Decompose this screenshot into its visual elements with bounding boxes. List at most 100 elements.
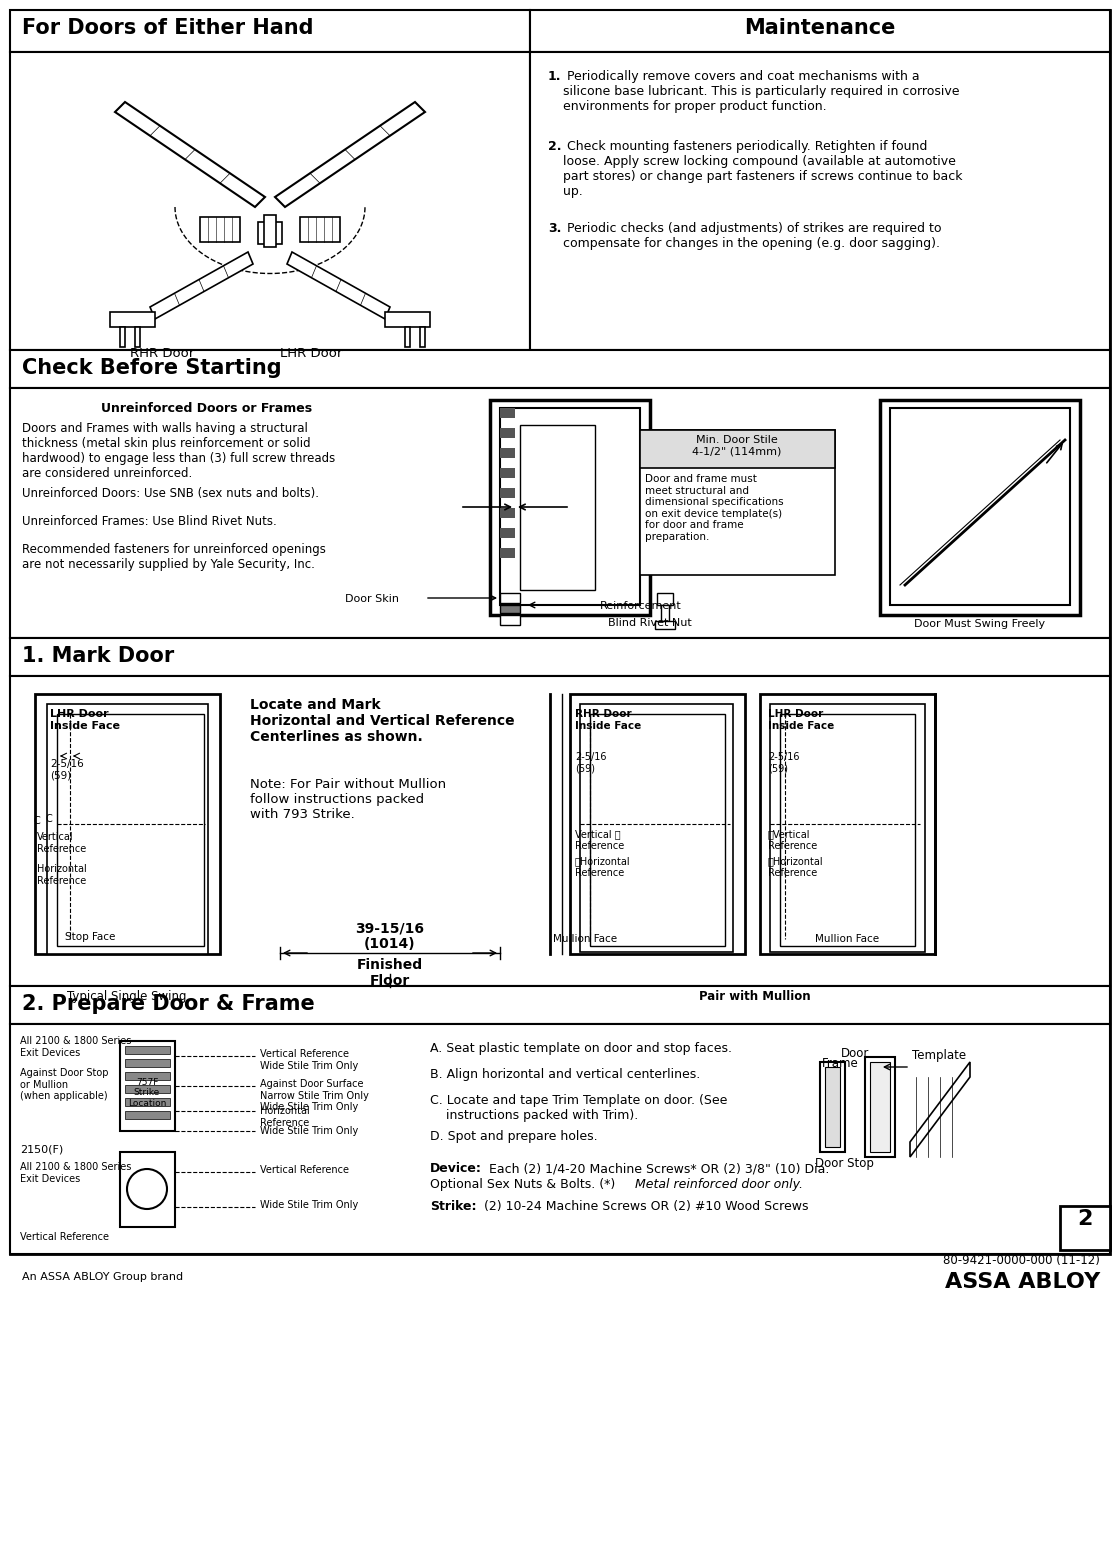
Text: Frame: Frame: [822, 1057, 859, 1069]
Text: Check Before Starting: Check Before Starting: [22, 359, 281, 379]
Text: C: C: [45, 813, 52, 824]
Bar: [10, 986, 1110, 1024]
Text: Vertical Reference
Wide Stile Trim Only: Vertical Reference Wide Stile Trim Only: [260, 1049, 358, 1071]
Polygon shape: [909, 1062, 970, 1156]
Text: C: C: [32, 816, 39, 826]
Bar: [10, 388, 1110, 638]
Bar: [125, 1111, 170, 1119]
Text: Vertical Reference: Vertical Reference: [260, 1166, 349, 1175]
Text: Wide Stile Trim Only: Wide Stile Trim Only: [260, 1200, 358, 1211]
Bar: [661, 605, 669, 621]
Text: 2: 2: [1077, 1209, 1093, 1229]
Bar: [865, 1057, 895, 1156]
Bar: [780, 714, 915, 947]
Bar: [760, 694, 935, 954]
Bar: [385, 312, 430, 327]
Polygon shape: [500, 469, 515, 478]
Text: ␒Vertical
Reference: ␒Vertical Reference: [768, 829, 818, 850]
Text: Optional Sex Nuts & Bolts. (*): Optional Sex Nuts & Bolts. (*): [430, 1178, 619, 1190]
Text: Vertical
Reference: Vertical Reference: [37, 832, 86, 854]
Bar: [125, 1058, 170, 1068]
Text: Mullion Face: Mullion Face: [815, 934, 879, 944]
Bar: [125, 1046, 170, 1054]
Text: Typical Single Swing: Typical Single Swing: [67, 990, 187, 1003]
Bar: [10, 351, 1110, 388]
Text: Pair with Mullion: Pair with Mullion: [699, 990, 811, 1003]
Bar: [640, 430, 836, 469]
Bar: [264, 216, 276, 247]
Bar: [500, 615, 520, 625]
Bar: [120, 327, 125, 348]
Text: Unreinforced Doors or Frames: Unreinforced Doors or Frames: [102, 402, 312, 414]
Bar: [10, 9, 530, 53]
Bar: [120, 1041, 175, 1131]
Bar: [120, 1152, 175, 1228]
Text: 2-5/16
(59): 2-5/16 (59): [575, 753, 607, 773]
Text: Recommended fasteners for unreinforced openings
are not necessarily supplied by : Recommended fasteners for unreinforced o…: [22, 543, 326, 571]
Text: Door Skin: Door Skin: [345, 594, 399, 604]
Polygon shape: [200, 217, 240, 242]
Bar: [420, 327, 424, 348]
Text: Locate and Mark
Horizontal and Vertical Reference
Centerlines as shown.: Locate and Mark Horizontal and Vertical …: [250, 698, 514, 745]
Text: All 2100 & 1800 Series
Exit Devices: All 2100 & 1800 Series Exit Devices: [20, 1037, 131, 1057]
Bar: [258, 222, 282, 244]
Text: Template: Template: [912, 1049, 967, 1062]
Text: Door Stop: Door Stop: [815, 1156, 874, 1170]
Text: 80-9421-0000-000 (11-12): 80-9421-0000-000 (11-12): [943, 1254, 1100, 1266]
Bar: [491, 400, 650, 615]
Text: Min. Door Stile
4-1/2" (114mm): Min. Door Stile 4-1/2" (114mm): [692, 435, 782, 456]
Text: Against Door Stop
or Mullion
(when applicable): Against Door Stop or Mullion (when appli…: [20, 1068, 109, 1102]
Text: 1.: 1.: [548, 70, 561, 82]
Bar: [10, 677, 1110, 986]
Bar: [590, 714, 725, 947]
Text: 2. Prepare Door & Frame: 2. Prepare Door & Frame: [22, 993, 315, 1013]
Bar: [35, 694, 220, 954]
Text: LHR Door
Inside Face: LHR Door Inside Face: [50, 709, 120, 731]
Text: Blind Rivet Nut: Blind Rivet Nut: [608, 618, 692, 629]
Bar: [880, 400, 1080, 615]
Bar: [580, 705, 732, 951]
Text: Note: For Pair without Mullion
follow instructions packed
with 793 Strike.: Note: For Pair without Mullion follow in…: [250, 778, 446, 821]
Polygon shape: [276, 102, 424, 206]
Text: Check mounting fasteners periodically. Retighten if found
loose. Apply screw loc: Check mounting fasteners periodically. R…: [563, 140, 962, 199]
Text: 2-5/16
(59): 2-5/16 (59): [768, 753, 800, 773]
Text: LHR Door: LHR Door: [280, 348, 343, 360]
Text: Unreinforced Doors: Use SNB (sex nuts and bolts).: Unreinforced Doors: Use SNB (sex nuts an…: [22, 487, 319, 500]
Text: RHR Door: RHR Door: [130, 348, 194, 360]
Polygon shape: [287, 251, 390, 320]
Bar: [820, 1062, 844, 1152]
Bar: [405, 327, 410, 348]
Text: Periodic checks (and adjustments) of strikes are required to
compensate for chan: Periodic checks (and adjustments) of str…: [563, 222, 942, 250]
Text: An ASSA ABLOY Group brand: An ASSA ABLOY Group brand: [22, 1273, 184, 1282]
Text: Door and frame must
meet structural and
dimensional specifications
on exit devic: Door and frame must meet structural and …: [645, 473, 784, 542]
Polygon shape: [500, 548, 515, 559]
Text: 757F
Strike
Location: 757F Strike Location: [128, 1079, 166, 1108]
Polygon shape: [300, 217, 340, 242]
Bar: [890, 408, 1070, 605]
Bar: [530, 9, 1110, 53]
Bar: [570, 694, 745, 954]
Bar: [136, 327, 140, 348]
Text: Reinforcement: Reinforcement: [600, 601, 682, 611]
Text: 2-5/16
(59): 2-5/16 (59): [50, 759, 84, 781]
Bar: [57, 714, 204, 947]
Bar: [520, 425, 595, 590]
Text: 1. Mark Door: 1. Mark Door: [22, 646, 175, 666]
Text: Door Must Swing Freely: Door Must Swing Freely: [914, 619, 1046, 629]
Bar: [500, 605, 520, 613]
Text: B. Align horizontal and vertical centerlines.: B. Align horizontal and vertical centerl…: [430, 1068, 700, 1082]
Polygon shape: [500, 449, 515, 458]
Polygon shape: [115, 102, 265, 206]
Text: Device:: Device:: [430, 1162, 482, 1175]
Text: Periodically remove covers and coat mechanisms with a
silicone base lubricant. T: Periodically remove covers and coat mech…: [563, 70, 960, 113]
Text: Vertical ␒
Reference: Vertical ␒ Reference: [575, 829, 624, 850]
Text: RHR Door
Inside Face: RHR Door Inside Face: [575, 709, 642, 731]
Text: For Doors of Either Hand: For Doors of Either Hand: [22, 19, 314, 37]
Text: Stop Face: Stop Face: [65, 933, 115, 942]
Bar: [1060, 1206, 1110, 1249]
Text: Each (2) 1/4-20 Machine Screws* OR (2) 3/8" (10) Dia.: Each (2) 1/4-20 Machine Screws* OR (2) 3…: [485, 1162, 830, 1175]
Polygon shape: [150, 251, 253, 320]
Polygon shape: [500, 528, 515, 539]
Bar: [47, 705, 208, 954]
Text: Door: Door: [841, 1048, 869, 1060]
